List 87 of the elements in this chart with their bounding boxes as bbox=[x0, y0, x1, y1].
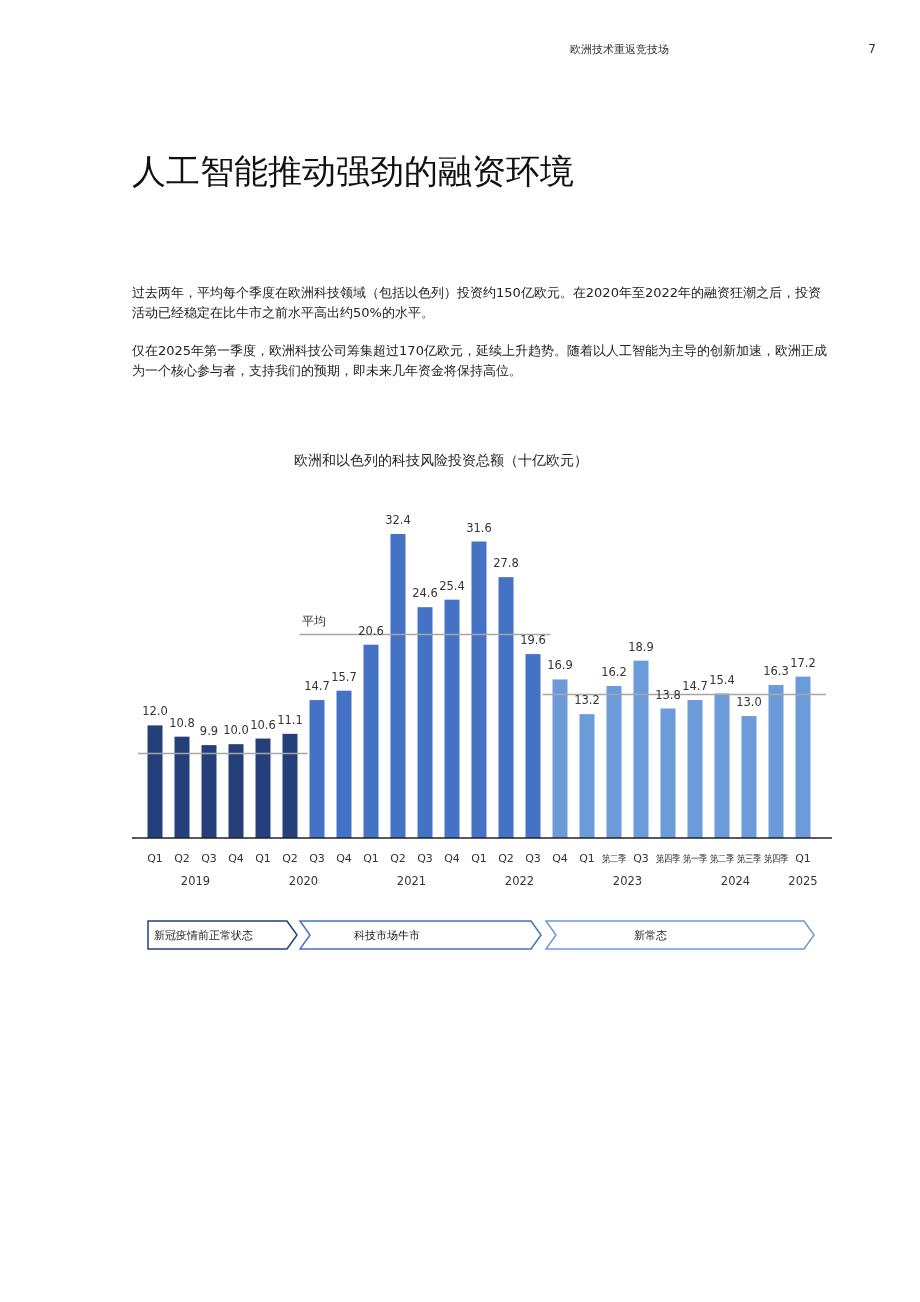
data-label: 16.3 bbox=[763, 664, 789, 679]
x-tick-label: Q1 bbox=[147, 852, 163, 865]
data-label: 31.6 bbox=[466, 520, 492, 535]
bar bbox=[444, 599, 460, 838]
text: 新常态 bbox=[633, 929, 667, 942]
text: 2023 bbox=[612, 874, 643, 888]
bar bbox=[147, 725, 163, 838]
data-label: 27.8 bbox=[493, 556, 519, 571]
x-tick-label: Q1 bbox=[795, 852, 811, 865]
data-label: 15.7 bbox=[331, 669, 357, 684]
bar bbox=[309, 700, 325, 838]
bar bbox=[579, 714, 595, 838]
bar bbox=[282, 733, 298, 838]
data-label: 25.4 bbox=[439, 578, 465, 593]
text: 2021 bbox=[396, 874, 427, 888]
bar bbox=[417, 607, 433, 838]
chart-title: 人工智能推动强劲的融资环境 bbox=[132, 151, 574, 191]
ref-line-label: 平均 bbox=[301, 614, 326, 629]
data-label: 13.8 bbox=[655, 687, 681, 702]
x-tick-label: Q2 bbox=[498, 852, 514, 865]
text: 新冠疫情前正常状态 bbox=[154, 929, 253, 942]
bar bbox=[363, 644, 379, 838]
bar bbox=[741, 716, 757, 838]
bar bbox=[714, 693, 730, 838]
data-label: 14.7 bbox=[304, 679, 330, 694]
bar bbox=[228, 744, 244, 838]
text: 7 bbox=[868, 42, 876, 56]
x-tick-label: Q3 bbox=[417, 852, 433, 865]
x-tick-label: Q1 bbox=[579, 852, 595, 865]
x-tick-label: Q2 bbox=[282, 852, 298, 865]
bar bbox=[768, 685, 784, 838]
x-tick-label: Q1 bbox=[471, 852, 487, 865]
data-label: 10.0 bbox=[223, 723, 249, 738]
data-label: 9.9 bbox=[199, 724, 219, 739]
bar bbox=[606, 686, 622, 838]
x-tick-label: Q3 bbox=[201, 852, 217, 865]
data-label: 19.6 bbox=[520, 633, 546, 648]
bar bbox=[255, 738, 271, 838]
text: 仅在2025年第一季度，欧洲科技公司筹集超过170亿欧元，延续上升趋势。随着以人工智能为主导的创新加速，欧洲正成为一个核心参与者，支持我们的预期，即未来几年资金将保持高位。 bbox=[132, 343, 827, 378]
data-label: 15.4 bbox=[709, 672, 735, 687]
data-label: 16.2 bbox=[601, 665, 627, 679]
bar bbox=[201, 745, 217, 838]
data-label: 14.7 bbox=[682, 679, 708, 694]
data-label: 12.0 bbox=[142, 704, 168, 719]
x-tick-label: Q3 bbox=[525, 852, 541, 865]
x-tick-label: Q4 bbox=[444, 852, 460, 865]
bar bbox=[633, 660, 649, 838]
text: 2024 bbox=[720, 874, 751, 888]
data-label: 11.1 bbox=[277, 712, 303, 727]
bar bbox=[498, 577, 514, 838]
data-label: 13.0 bbox=[736, 695, 762, 710]
data-label: 24.6 bbox=[412, 586, 438, 601]
text: 2020 bbox=[288, 874, 319, 888]
data-label: 10.6 bbox=[250, 717, 276, 732]
bar bbox=[174, 736, 190, 838]
bar bbox=[471, 541, 487, 838]
data-label: 17.2 bbox=[790, 655, 816, 670]
bar bbox=[390, 534, 406, 838]
text: 2025 bbox=[788, 874, 818, 888]
bar bbox=[525, 654, 541, 838]
chart-subtitle: 欧洲和以色列的科技风险投资总额（十亿欧元） bbox=[294, 452, 588, 468]
text: 科技市场牛市 bbox=[354, 929, 420, 942]
bar bbox=[687, 700, 703, 838]
x-tick-label: 第二季 bbox=[601, 853, 632, 864]
bar bbox=[660, 708, 676, 838]
text: 欧洲技术重返竞技场 bbox=[569, 43, 669, 56]
data-label: 20.6 bbox=[358, 623, 384, 638]
data-label: 18.9 bbox=[628, 639, 654, 654]
bar bbox=[552, 679, 568, 838]
data-label: 10.8 bbox=[169, 715, 195, 730]
data-label: 32.4 bbox=[385, 513, 411, 527]
x-tick-label: Q2 bbox=[390, 852, 406, 865]
x-tick-label: Q3 bbox=[633, 852, 649, 865]
data-label: 16.9 bbox=[547, 658, 573, 673]
data-label: 13.2 bbox=[574, 693, 600, 708]
x-tick-label: Q1 bbox=[363, 852, 379, 865]
bar bbox=[795, 676, 811, 838]
text: 2019 bbox=[180, 874, 211, 888]
x-tick-label: Q2 bbox=[174, 852, 190, 865]
x-tick-label: Q4 bbox=[228, 852, 244, 865]
text: 2022 bbox=[504, 874, 535, 888]
text: 过去两年，平均每个季度在欧洲科技领域（包括以色列）投资约150亿欧元。在2020年至2022年的融资狂潮之后，投资活动已经稳定在比牛市之前水平高出约50%的水平。 bbox=[132, 285, 821, 320]
x-tick-label: Q1 bbox=[255, 852, 271, 865]
x-tick-label: Q4 bbox=[336, 852, 352, 865]
x-tick-label: Q3 bbox=[309, 852, 325, 865]
x-tick-label: Q4 bbox=[552, 852, 568, 865]
bar bbox=[336, 690, 352, 838]
